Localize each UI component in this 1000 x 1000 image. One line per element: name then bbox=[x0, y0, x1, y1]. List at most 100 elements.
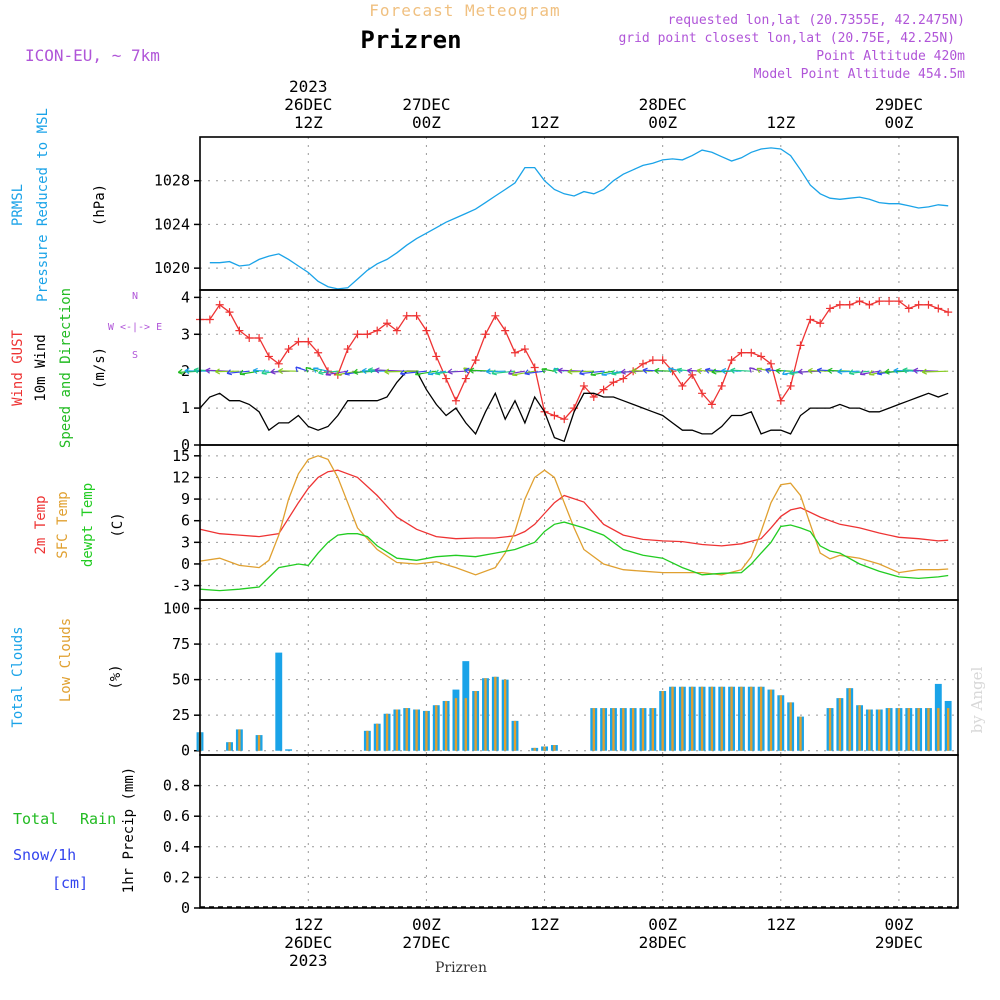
wind-direction-arrow bbox=[849, 370, 870, 374]
gust-marker bbox=[619, 374, 628, 383]
gust-marker bbox=[284, 345, 293, 354]
snow-unit-label: [cm] bbox=[52, 874, 88, 892]
gust-marker bbox=[894, 297, 903, 306]
low-clouds-bar bbox=[878, 709, 881, 751]
wind-arrow-head bbox=[312, 367, 319, 373]
gust-marker bbox=[560, 415, 569, 424]
gust-marker bbox=[353, 330, 362, 339]
bottom-time-label: 26DEC bbox=[284, 933, 332, 952]
low-clouds-bar bbox=[887, 708, 891, 751]
panel-frame bbox=[199, 289, 959, 446]
wind-arrow-head bbox=[552, 367, 559, 374]
low-clouds-bar bbox=[759, 686, 763, 751]
wind10m-line bbox=[199, 370, 949, 443]
wind-arrow-head bbox=[859, 369, 866, 376]
snow-label: Snow/1h bbox=[13, 846, 76, 864]
wind-arrow-head bbox=[205, 367, 211, 374]
low-clouds-bar bbox=[425, 710, 428, 751]
wind-direction-arrow bbox=[384, 370, 417, 373]
wind-arrow-head bbox=[686, 367, 693, 375]
low-clouds-bar bbox=[661, 691, 664, 751]
low-clouds-bar bbox=[799, 716, 802, 751]
top-time-label: 27DEC bbox=[402, 95, 450, 114]
wind-arrow-head bbox=[469, 367, 475, 374]
bottom-time-label: 12Z bbox=[766, 915, 795, 934]
gust-marker bbox=[511, 348, 520, 357]
low-clouds-bar bbox=[730, 686, 733, 751]
gust-label: Wind GUST bbox=[10, 330, 26, 406]
y-tick-label: 9 bbox=[181, 490, 190, 508]
gust-marker bbox=[451, 396, 460, 405]
gust-marker bbox=[914, 300, 923, 309]
wind-arrow-head bbox=[837, 368, 843, 375]
y-tick-label: 50 bbox=[172, 671, 190, 689]
low-clouds-bar bbox=[927, 708, 930, 751]
gust-marker bbox=[491, 311, 500, 320]
gust-marker bbox=[579, 381, 588, 390]
wind-direction-arrow bbox=[730, 369, 752, 372]
top-time-label: 12Z bbox=[766, 113, 795, 132]
low-clouds-bar bbox=[435, 705, 438, 751]
wind-arrow-head bbox=[654, 367, 660, 375]
wind-arrow-head bbox=[400, 369, 406, 376]
low-clouds-bar bbox=[494, 676, 497, 751]
low-clouds-bar bbox=[897, 708, 901, 751]
top-time-label: 2023 bbox=[289, 77, 328, 96]
low-clouds-bar bbox=[641, 708, 645, 751]
wind-arrow-head bbox=[711, 368, 717, 375]
wind-direction-arrow bbox=[226, 370, 250, 374]
wind-direction-arrow bbox=[512, 370, 535, 376]
wind-arrow-head bbox=[318, 369, 324, 375]
top-time-label: 26DEC bbox=[284, 95, 332, 114]
gust-marker bbox=[383, 319, 392, 328]
gust-marker bbox=[934, 304, 943, 313]
bottom-time-label: 00Z bbox=[412, 915, 441, 934]
y-tick-label: 0.8 bbox=[163, 777, 190, 795]
product-title: Forecast Meteogram bbox=[369, 1, 560, 20]
gust-marker bbox=[826, 304, 835, 313]
wind-direction-arrow bbox=[447, 370, 466, 373]
gridpoint-coords: grid point closest lon,lat (20.75E, 42.2… bbox=[618, 31, 955, 46]
wind-arrow-head bbox=[590, 370, 596, 377]
bottom-time-label: 12Z bbox=[294, 915, 323, 934]
wind-arrow-head bbox=[193, 367, 199, 374]
gust-marker bbox=[727, 356, 736, 365]
gust-marker bbox=[471, 356, 480, 365]
wind-arrow-head bbox=[807, 367, 813, 375]
wind-arrow-head bbox=[295, 366, 301, 373]
low-clouds-bar bbox=[444, 700, 448, 751]
gust-marker bbox=[294, 337, 303, 346]
temp-unit-label: (C) bbox=[110, 512, 126, 537]
gust-marker bbox=[225, 308, 234, 317]
wind10m-label: 10m Wind bbox=[33, 334, 49, 401]
gust-marker bbox=[314, 348, 323, 357]
low-clouds-bar bbox=[385, 713, 389, 751]
low-clouds-bar bbox=[750, 686, 753, 751]
total-label: Total bbox=[13, 810, 58, 828]
wind-direction-arrow bbox=[697, 369, 712, 372]
low-clouds-bar bbox=[710, 686, 714, 751]
gust-marker bbox=[678, 381, 687, 390]
wind-arrow-head bbox=[765, 367, 771, 374]
sfc_temp-line bbox=[199, 455, 949, 576]
gust-marker bbox=[274, 359, 283, 368]
wind-arrow-head bbox=[215, 368, 221, 375]
panel-frame bbox=[199, 444, 959, 601]
y-tick-label: 12 bbox=[172, 468, 190, 486]
wind-arrow-head bbox=[730, 367, 736, 374]
low-clouds-bar bbox=[533, 747, 536, 751]
panel-frame bbox=[199, 136, 959, 291]
bottom-time-label: 00Z bbox=[884, 915, 913, 934]
wind-arrow-head bbox=[704, 367, 711, 374]
wind-arrow-head bbox=[367, 367, 374, 374]
gust-marker bbox=[885, 297, 894, 306]
low-clouds-bar bbox=[474, 691, 477, 751]
wind-arrow-head bbox=[775, 367, 781, 375]
low-clouds-bar bbox=[779, 695, 782, 751]
low-clouds-bar bbox=[740, 686, 743, 751]
wind-arrow-head bbox=[884, 368, 890, 375]
wind-direction-arrow bbox=[579, 370, 604, 375]
gust-marker bbox=[304, 337, 313, 346]
gust-marker bbox=[589, 393, 598, 402]
